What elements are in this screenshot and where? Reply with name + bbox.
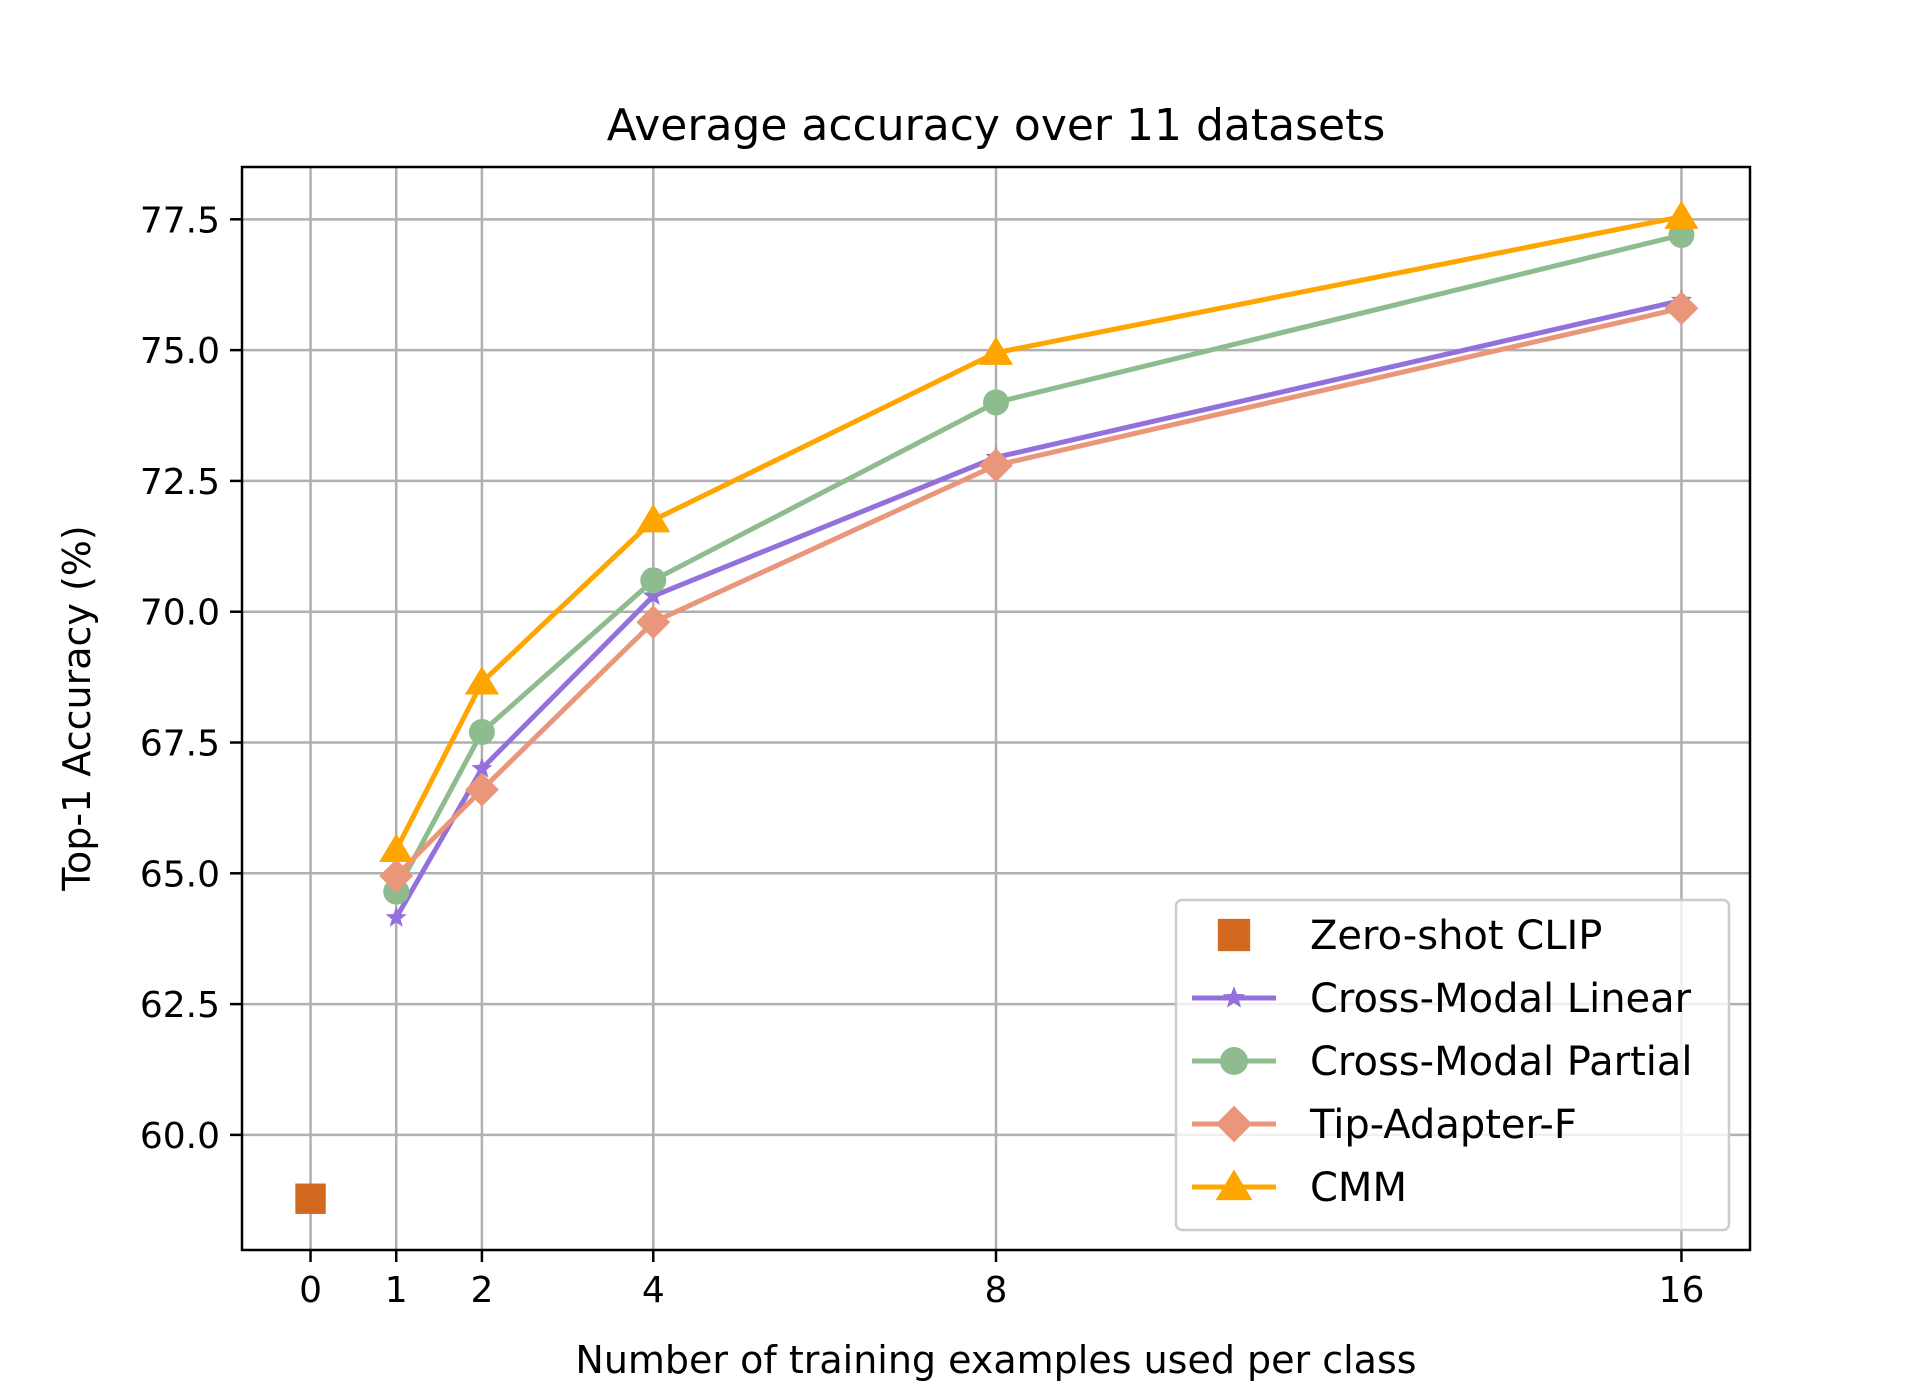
data-point-cross-modal-linear xyxy=(471,757,493,778)
y-tick-label: 65.0 xyxy=(140,854,220,895)
x-tick-label: 4 xyxy=(642,1270,665,1311)
x-tick-label: 1 xyxy=(385,1270,408,1311)
data-point-tip-adapter-f xyxy=(636,605,671,640)
legend-box xyxy=(1174,898,1731,1232)
legend-label-cross-modal-partial: Cross-Modal Partial xyxy=(1310,1039,1693,1085)
legend-item-zero-shot-clip: Zero-shot CLIP xyxy=(1217,913,1602,959)
data-point-cross-modal-partial xyxy=(640,567,667,594)
legend-marker-tip-adapter-f xyxy=(1215,1105,1253,1143)
data-point-tip-adapter-f xyxy=(379,859,414,893)
y-axis-label: Top-1 Accuracy (%) xyxy=(55,525,99,891)
y-tick-label: 77.5 xyxy=(140,200,220,241)
legend-label-tip-adapter-f: Tip-Adapter-F xyxy=(1309,1102,1577,1148)
legend-label-zero-shot-clip: Zero-shot CLIP xyxy=(1310,913,1602,959)
legend-item-cross-modal-linear: Cross-Modal Linear xyxy=(1192,976,1692,1022)
series-tip-adapter-f xyxy=(379,291,1699,893)
y-tick-label: 72.5 xyxy=(140,462,220,503)
data-point-cmm xyxy=(636,503,671,533)
y-tick-label: 75.0 xyxy=(140,331,220,372)
x-axis-label: Number of training examples used per cla… xyxy=(575,1338,1416,1382)
legend-marker-cross-modal-partial xyxy=(1220,1047,1248,1075)
legend-item-tip-adapter-f: Tip-Adapter-F xyxy=(1192,1102,1577,1148)
data-point-cross-modal-partial xyxy=(468,719,495,746)
axis-ticks: 0 1 2 4 8 16 60.0 62.5 65.0 67.5 70.0 72.5 75.0 77.5 xyxy=(140,200,1705,1311)
data-point-cmm xyxy=(464,666,499,695)
data-point-cmm xyxy=(978,336,1014,365)
legend-item-cmm: CMM xyxy=(1192,1165,1407,1211)
series-cross-modal-linear xyxy=(385,289,1692,927)
data-point-cross-modal-partial xyxy=(983,389,1009,416)
data-point-tip-adapter-f xyxy=(1664,291,1699,326)
series-cross-modal-partial xyxy=(383,222,1695,905)
data-point-cross-modal-linear xyxy=(385,906,407,927)
x-tick-label: 2 xyxy=(470,1270,493,1311)
x-tick-label: 8 xyxy=(985,1270,1008,1311)
y-tick-label: 67.5 xyxy=(140,724,220,765)
y-tick-label: 70.0 xyxy=(140,593,220,634)
x-tick-label: 16 xyxy=(1659,1270,1705,1311)
legend: Zero-shot CLIP Cross-Modal Linear Cross-Mo… xyxy=(1174,898,1731,1232)
x-tick-label: 0 xyxy=(299,1270,322,1311)
y-tick-label: 60.0 xyxy=(140,1116,220,1157)
plot-series xyxy=(295,200,1699,1214)
series-zero-shot-clip xyxy=(295,1183,326,1214)
legend-label-cross-modal-linear: Cross-Modal Linear xyxy=(1310,976,1692,1022)
series-line-cross-modal-partial xyxy=(394,232,1683,893)
series-cmm xyxy=(379,200,1699,862)
data-point-tip-adapter-f xyxy=(465,772,499,807)
legend-marker-cross-modal-linear xyxy=(1222,986,1246,1008)
legend-item-cross-modal-partial: Cross-Modal Partial xyxy=(1192,1039,1693,1085)
data-point-tip-adapter-f xyxy=(979,448,1013,483)
y-tick-label: 62.5 xyxy=(140,985,220,1026)
chart-title: Average accuracy over 11 datasets xyxy=(607,100,1386,151)
data-point-zero-shot-clip xyxy=(295,1183,326,1214)
legend-marker-cmm xyxy=(1215,1169,1253,1201)
data-point-cross-modal-linear xyxy=(642,584,664,605)
legend-marker-zero-shot-clip xyxy=(1217,918,1251,952)
data-point-cmm xyxy=(379,833,414,862)
series-line-cmm xyxy=(394,214,1682,851)
data-point-cmm xyxy=(1664,200,1699,229)
legend-label-cmm: CMM xyxy=(1310,1165,1407,1211)
